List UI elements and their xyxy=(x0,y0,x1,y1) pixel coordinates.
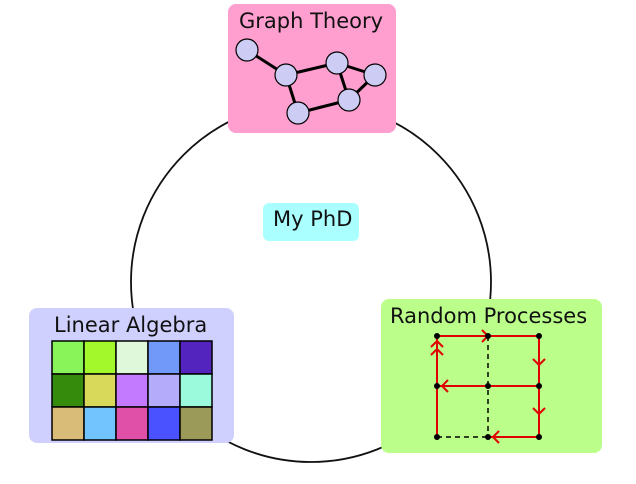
matrix-cell xyxy=(147,373,181,408)
graph-theory-label: Graph Theory xyxy=(239,9,384,33)
matrix-cell xyxy=(147,406,181,441)
matrix-cell xyxy=(115,406,149,441)
graph-vertex xyxy=(337,88,361,112)
matrix-cell xyxy=(83,373,117,408)
random-processes-label: Random Processes xyxy=(390,304,588,328)
matrix-cell xyxy=(179,406,213,441)
graph-icon xyxy=(235,38,387,125)
graph-vertex xyxy=(363,63,387,87)
matrix-cell xyxy=(115,373,149,408)
matrix-cell xyxy=(51,340,85,375)
graph-vertex xyxy=(325,51,349,75)
center-node-box xyxy=(263,203,359,241)
graph-vertex xyxy=(286,101,310,125)
center-label: My PhD xyxy=(273,207,353,231)
matrix-cell xyxy=(179,373,213,408)
matrix-icon xyxy=(51,340,213,441)
matrix-cell xyxy=(83,406,117,441)
graph-vertex xyxy=(235,38,259,62)
matrix-cell xyxy=(147,340,181,375)
matrix-cell xyxy=(51,373,85,408)
matrix-cell xyxy=(179,340,213,375)
matrix-cell xyxy=(115,340,149,375)
graph-vertex xyxy=(274,63,298,87)
random-walk-icon xyxy=(430,329,546,444)
matrix-cell xyxy=(51,406,85,441)
linear-algebra-label: Linear Algebra xyxy=(54,313,208,337)
matrix-cell xyxy=(83,340,117,375)
